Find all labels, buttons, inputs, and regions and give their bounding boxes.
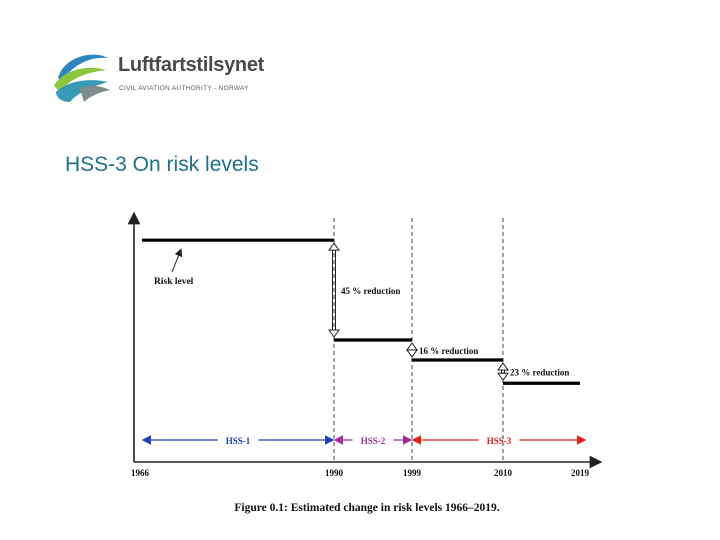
period-label: HSS-2 xyxy=(361,436,386,446)
reduction-label: 16 % reduction xyxy=(419,346,478,356)
reduction-arrow xyxy=(328,242,340,338)
risk-level-pointer xyxy=(171,248,183,273)
x-tick-label: 1990 xyxy=(325,468,344,478)
reduction-arrow xyxy=(497,362,509,382)
risk-level-annotation: Risk level xyxy=(154,277,194,287)
x-tick-label: 2019 xyxy=(571,468,590,478)
logo-name: Luftfartstilsynet xyxy=(118,54,265,76)
logo: Luftfartstilsynet CIVIL AVIATION AUTHORI… xyxy=(50,48,264,104)
chart-caption: Figure 0.1: Estimated change in risk lev… xyxy=(234,502,500,514)
slide-title: HSS-3 On risk levels xyxy=(65,153,259,176)
x-tick-label: 1999 xyxy=(403,468,422,478)
reduction-label: 23 % reduction xyxy=(510,368,569,378)
x-tick-label: 1966 xyxy=(131,468,150,478)
reduction-label: 45 % reduction xyxy=(341,286,400,296)
period-label: HSS-3 xyxy=(487,436,512,446)
reduction-arrow xyxy=(406,342,418,358)
logo-mark-icon xyxy=(54,54,110,102)
logo-subtitle: CIVIL AVIATION AUTHORITY - NORWAY xyxy=(119,85,249,92)
period-label: HSS-1 xyxy=(226,436,251,446)
x-tick-label: 2010 xyxy=(494,468,513,478)
